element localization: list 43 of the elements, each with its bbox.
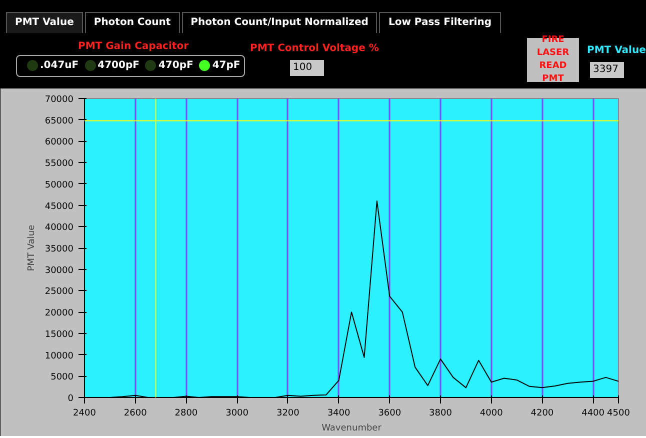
- text: Photon Count: [84, 12, 180, 34]
- y-tick-label: 65000: [44, 116, 74, 126]
- x-tick-label: 4200: [530, 408, 554, 418]
- text: 470pF: [158, 60, 194, 71]
- x-tick-label: 3400: [327, 408, 351, 418]
- y-tick-label: 70000: [44, 95, 74, 105]
- x-tick-label: 2600: [124, 408, 148, 418]
- x-tick-label: 3600: [378, 408, 402, 418]
- y-axis-title: PMT Value: [26, 224, 37, 272]
- text: PMT Control Voltage %: [250, 42, 379, 56]
- x-tick-label: 3200: [276, 408, 300, 418]
- y-tick-label: 60000: [44, 138, 74, 148]
- text: 4700pF: [98, 60, 140, 71]
- text: Low Pass Filtering: [379, 12, 500, 34]
- x-tick-label: 3800: [429, 408, 452, 418]
- text: PMT Gain Capacitor: [78, 40, 188, 54]
- text: FIRE LASER READ PMT: [527, 35, 579, 84]
- y-tick-label: 40000: [44, 223, 74, 234]
- y-tick-label: 5000: [50, 372, 74, 383]
- x-axis-title: Wavenumber: [322, 424, 382, 434]
- text: 100: [290, 60, 324, 76]
- x-tick-label: 2400: [73, 408, 96, 418]
- y-tick-label: 45000: [44, 202, 74, 212]
- text: 3397: [590, 62, 624, 78]
- text: Photon Count/Input Normalized: [182, 12, 378, 34]
- y-tick-label: 30000: [44, 266, 74, 276]
- y-tick-label: 20000: [44, 308, 74, 319]
- y-tick-label: 35000: [44, 244, 74, 254]
- x-tick-label: 2800: [174, 408, 198, 418]
- y-tick-label: 0: [68, 394, 74, 404]
- y-tick-label: 55000: [44, 159, 74, 170]
- text: .047uF: [40, 60, 79, 71]
- x-tick-label: 4000: [480, 408, 504, 418]
- y-tick-label: 50000: [44, 180, 74, 190]
- y-tick-label: 15000: [44, 330, 74, 340]
- x-tick-label: 4500: [607, 408, 630, 418]
- x-tick-label: 3000: [226, 408, 249, 418]
- y-tick-label: 10000: [44, 351, 74, 362]
- text: PMT Value: [587, 44, 646, 58]
- text: 47pF: [212, 60, 240, 71]
- y-tick-label: 25000: [44, 287, 74, 298]
- x-tick-label: 4400: [582, 408, 605, 418]
- text: PMT Value: [6, 12, 83, 34]
